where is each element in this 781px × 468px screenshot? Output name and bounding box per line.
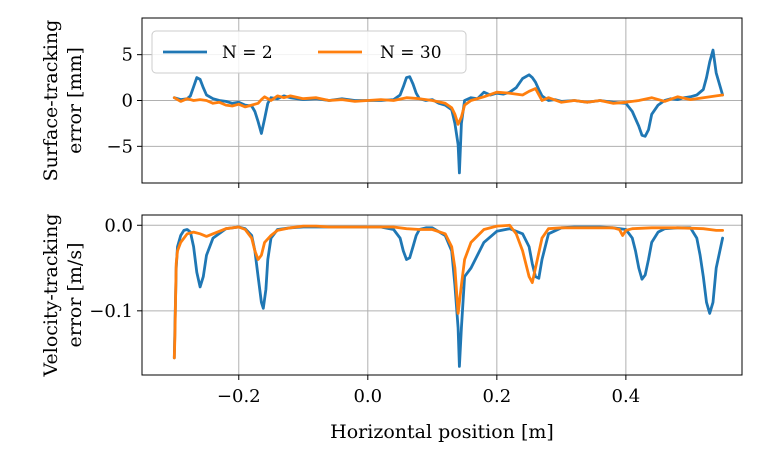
- y-tick-label: 0: [122, 91, 133, 112]
- series-line-n2: [172, 225, 724, 368]
- y-axis-label: Velocity-tracking: [40, 214, 62, 378]
- x-tick-label: −0.2: [217, 386, 261, 407]
- legend-label-n30: N = 30: [380, 43, 442, 63]
- series-line-n30: [172, 223, 724, 360]
- y-tick-label: −0.1: [89, 301, 133, 322]
- y-axis-label: Surface-tracking: [40, 20, 62, 182]
- y-tick-label: 5: [122, 45, 133, 66]
- legend-label-n2: N = 2: [222, 43, 273, 63]
- legend-box: [151, 30, 467, 74]
- x-tick-label: 0.4: [612, 386, 641, 407]
- x-tick-label: 0.0: [353, 386, 382, 407]
- legend: N = 2 N = 30: [151, 30, 467, 74]
- axes-frame: [141, 214, 743, 376]
- x-tick-label: 0.2: [483, 386, 512, 407]
- y-axis-label: error [m/s]: [64, 243, 86, 348]
- y-tick-label: 0.0: [104, 215, 133, 236]
- series-line-n30: [172, 87, 724, 126]
- y-axis-label: error [mm]: [64, 47, 86, 154]
- panel-surface: 5 0 −5 Surface-tracking error [mm] N = 2 N = 3…: [40, 17, 743, 188]
- panel-velocity: 0.0 −0.1 −0.2 0.0 0.2 0.4 Velocity-tracking err…: [40, 214, 743, 443]
- y-tick-label: −5: [106, 136, 133, 157]
- x-axis-label: Horizontal position [m]: [330, 421, 554, 443]
